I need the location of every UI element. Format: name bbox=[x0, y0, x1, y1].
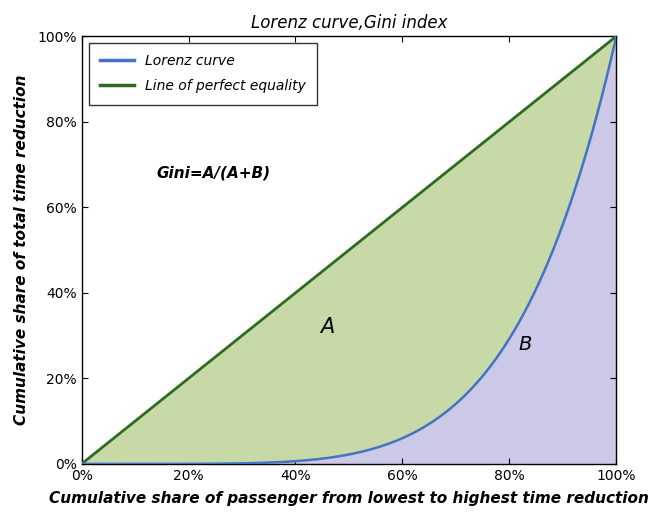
X-axis label: Cumulative share of passenger from lowest to highest time reduction: Cumulative share of passenger from lowes… bbox=[49, 491, 649, 506]
Y-axis label: Cumulative share of total time reduction: Cumulative share of total time reduction bbox=[14, 75, 29, 425]
Text: B: B bbox=[519, 335, 532, 354]
Text: Gini=A/(A+B): Gini=A/(A+B) bbox=[157, 165, 270, 180]
Text: A: A bbox=[320, 317, 335, 337]
Title: Lorenz curve,Gini index: Lorenz curve,Gini index bbox=[251, 14, 447, 32]
Legend: Lorenz curve, Line of perfect equality: Lorenz curve, Line of perfect equality bbox=[88, 43, 317, 105]
